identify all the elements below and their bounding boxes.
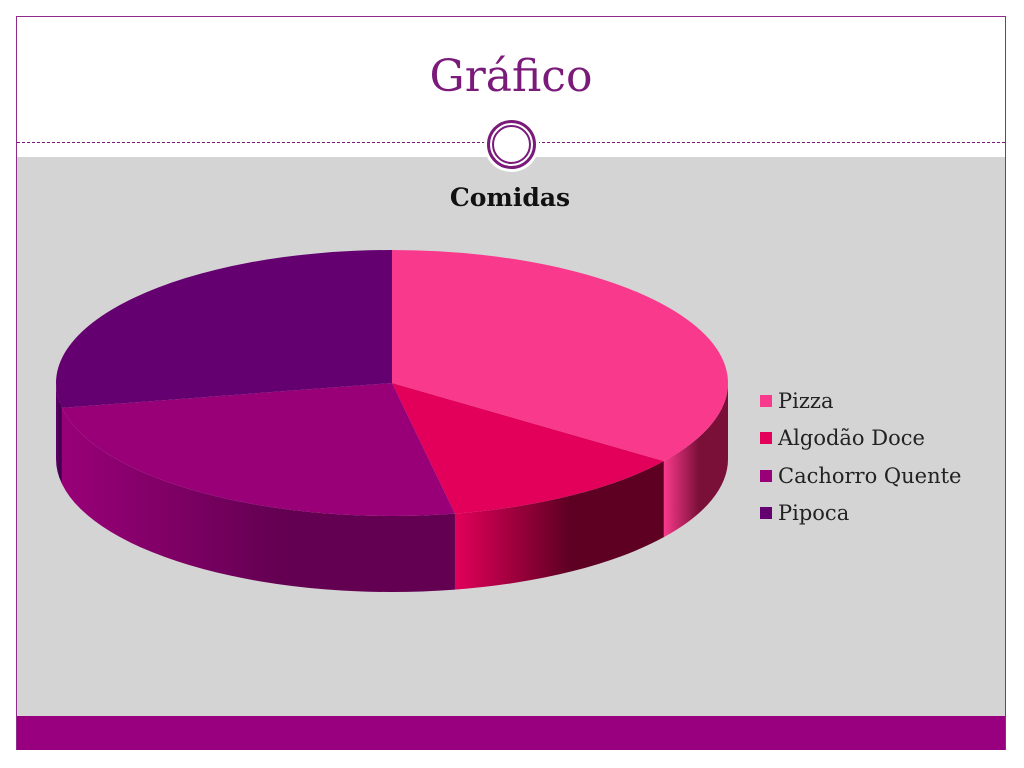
legend-swatch [760,469,772,482]
legend-item: Pipoca [760,495,961,533]
ornament-inner-ring [492,125,531,164]
legend-item: Algodão Doce [760,420,961,458]
chart-legend: Pizza Algodão Doce Cachorro Quente Pipoca [760,382,961,532]
legend-label: Cachorro Quente [778,463,962,488]
legend-item: Pizza [760,382,961,420]
legend-swatch [760,507,772,520]
legend-label: Pizza [778,388,834,413]
pie-slice-cachorro-quente [61,383,455,516]
pie-side-cachorro-quente [61,407,455,592]
pie-top-faces [55,250,728,516]
pie-slice-pizza [392,250,728,462]
pie-slice-pipoca [55,250,392,408]
bottom-band [17,716,1005,750]
pie-side-algodão-doce [454,461,664,590]
legend-swatch [760,394,772,407]
legend-item: Cachorro Quente [760,457,961,495]
legend-label: Pipoca [778,501,850,526]
pie-side-pizza [663,383,728,538]
title-area: Gráfico [17,17,1005,142]
legend-label: Algodão Doce [778,426,925,451]
chart-title: Comidas [449,183,571,212]
slide-frame: Gráfico [16,16,1006,750]
pie-slice-algodão-doce [392,383,664,514]
pie-side-pipoca [56,383,62,484]
pie-side-walls [56,383,728,592]
legend-swatch [760,432,772,445]
slide-title: Gráfico [429,51,593,102]
